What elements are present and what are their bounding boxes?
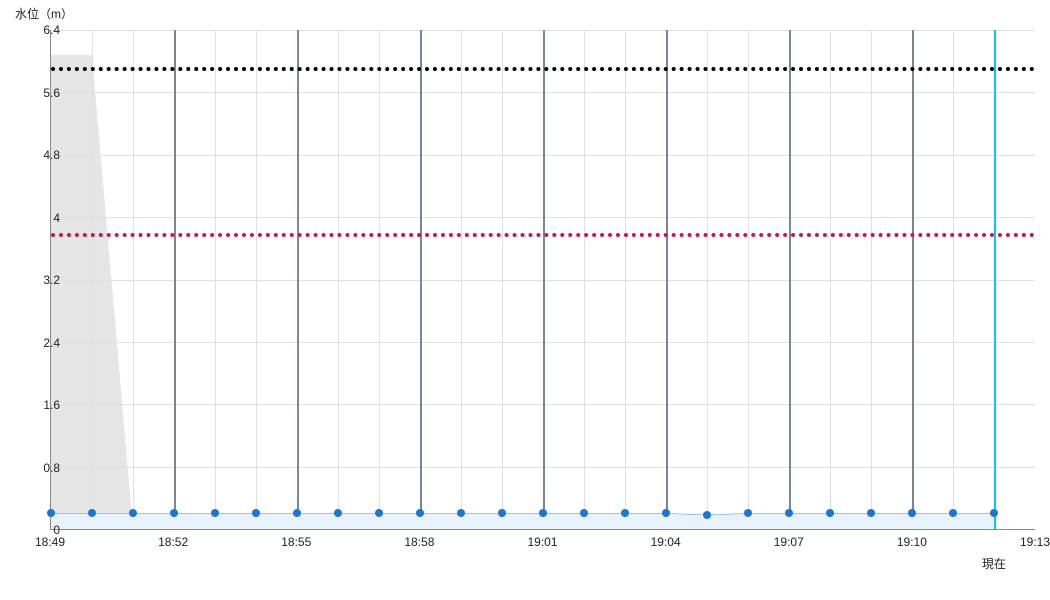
x-tick-label: 18:55 xyxy=(281,535,311,549)
y-tick-label: 3.2 xyxy=(30,273,60,287)
data-marker xyxy=(785,509,793,517)
gridline-vertical-major xyxy=(666,30,668,529)
x-tick-label: 19:10 xyxy=(897,535,927,549)
data-marker xyxy=(990,509,998,517)
gridline-vertical-minor xyxy=(379,30,380,529)
gridline-vertical-minor xyxy=(707,30,708,529)
gridline-vertical-minor xyxy=(584,30,585,529)
x-tick-label: 18:49 xyxy=(35,535,65,549)
gridline-vertical-major xyxy=(789,30,791,529)
gridline-vertical-minor xyxy=(871,30,872,529)
data-marker xyxy=(170,509,178,517)
gridline-vertical-minor xyxy=(92,30,93,529)
data-marker xyxy=(498,509,506,517)
gridline-vertical-minor xyxy=(625,30,626,529)
y-tick-label: 6.4 xyxy=(30,23,60,37)
gridline-vertical-minor xyxy=(256,30,257,529)
gridline-vertical-minor xyxy=(215,30,216,529)
gridline-vertical-minor xyxy=(502,30,503,529)
data-marker xyxy=(826,509,834,517)
x-tick-label: 18:52 xyxy=(158,535,188,549)
x-tick-label: 19:04 xyxy=(651,535,681,549)
gridline-vertical-major xyxy=(543,30,545,529)
data-marker xyxy=(867,509,875,517)
current-label: 現在 xyxy=(982,555,1006,572)
current-time-line xyxy=(994,30,996,529)
gridline-vertical-minor xyxy=(461,30,462,529)
data-marker xyxy=(908,509,916,517)
gridline-vertical-major xyxy=(912,30,914,529)
data-marker xyxy=(252,509,260,517)
gridline-vertical-minor xyxy=(953,30,954,529)
threshold-line xyxy=(51,67,1035,71)
y-tick-label: 1.6 xyxy=(30,398,60,412)
y-tick-label: 4 xyxy=(30,211,60,225)
data-marker xyxy=(457,509,465,517)
data-marker xyxy=(621,509,629,517)
x-tick-label: 19:13 xyxy=(1020,535,1050,549)
y-tick-label: 4.8 xyxy=(30,148,60,162)
chart-container xyxy=(50,30,1035,530)
data-marker xyxy=(580,509,588,517)
data-marker xyxy=(47,509,55,517)
gridline-vertical-minor xyxy=(133,30,134,529)
data-marker xyxy=(949,509,957,517)
y-tick-label: 5.6 xyxy=(30,86,60,100)
data-marker xyxy=(375,509,383,517)
data-marker xyxy=(293,509,301,517)
data-marker xyxy=(129,509,137,517)
y-tick-label: 0.8 xyxy=(30,461,60,475)
data-marker xyxy=(334,509,342,517)
y-tick-label: 2.4 xyxy=(30,336,60,350)
gridline-vertical-major xyxy=(420,30,422,529)
data-marker xyxy=(703,511,711,519)
gridline-vertical-major xyxy=(174,30,176,529)
x-tick-label: 19:01 xyxy=(527,535,557,549)
gridline-vertical-minor xyxy=(748,30,749,529)
data-marker xyxy=(744,509,752,517)
x-tick-label: 18:58 xyxy=(404,535,434,549)
y-axis-label: 水位（m） xyxy=(15,5,73,22)
data-marker xyxy=(88,509,96,517)
data-marker xyxy=(539,509,547,517)
gridline-vertical-minor xyxy=(338,30,339,529)
plot-area xyxy=(50,30,1035,530)
data-marker xyxy=(416,509,424,517)
data-marker xyxy=(211,509,219,517)
gridline-vertical-major xyxy=(297,30,299,529)
threshold-line xyxy=(51,233,1035,237)
x-tick-label: 19:07 xyxy=(774,535,804,549)
gridline-vertical-minor xyxy=(830,30,831,529)
data-marker xyxy=(662,509,670,517)
